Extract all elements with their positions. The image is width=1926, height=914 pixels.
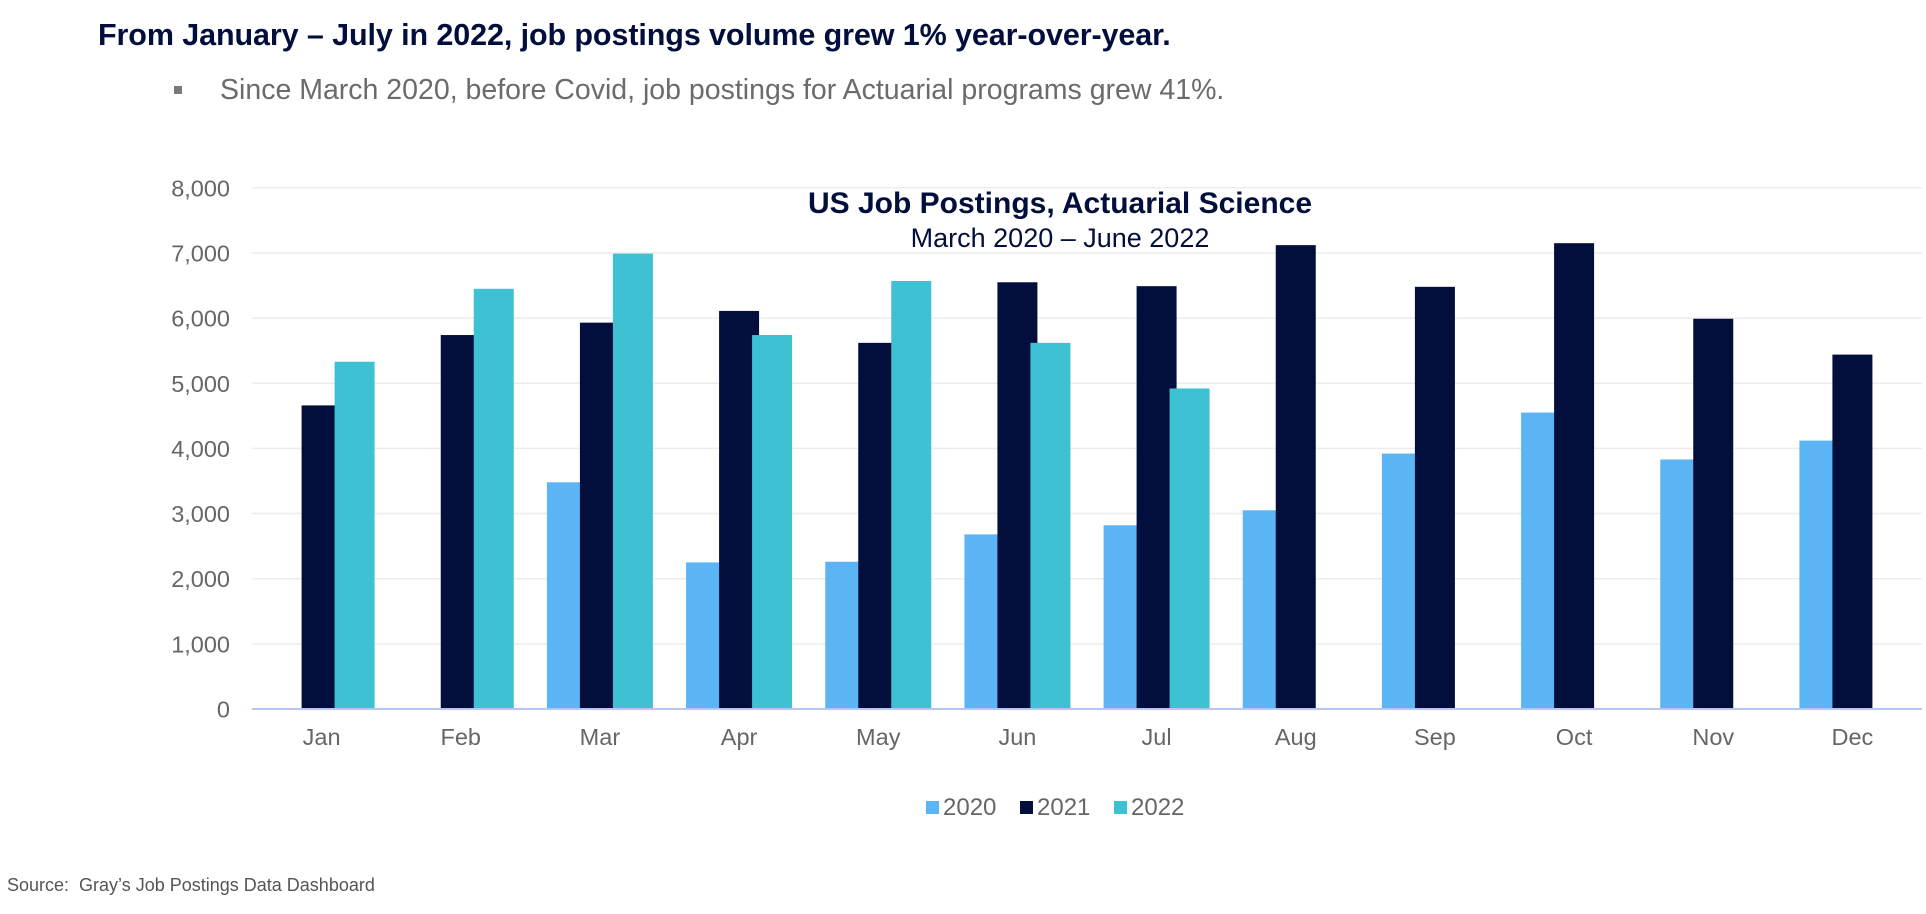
y-tick-label: 4,000 bbox=[171, 436, 230, 462]
legend-item-2021: 2021 bbox=[1020, 794, 1090, 821]
legend: 2020 2021 2022 bbox=[926, 794, 1184, 821]
y-tick-label: 0 bbox=[217, 697, 230, 723]
y-tick-label: 6,000 bbox=[171, 306, 230, 332]
chart-title: US Job Postings, Actuarial Science bbox=[808, 187, 1312, 220]
bullet-point: Since March 2020, before Covid, job post… bbox=[174, 72, 1224, 108]
y-tick-label: 8,000 bbox=[171, 175, 230, 201]
bar-2022-jan bbox=[334, 361, 375, 709]
chart-subtitle: March 2020 – June 2022 bbox=[911, 223, 1210, 253]
bar-2021-oct bbox=[1554, 243, 1595, 710]
legend-swatch bbox=[926, 801, 939, 814]
legend-label: 2021 bbox=[1037, 794, 1090, 821]
legend-item-2022: 2022 bbox=[1114, 794, 1184, 821]
bars bbox=[301, 243, 1873, 710]
y-tick-label: 5,000 bbox=[171, 371, 230, 397]
x-tick-label: Feb bbox=[441, 724, 482, 750]
headline: From January – July in 2022, job posting… bbox=[98, 18, 1171, 52]
y-tick-label: 7,000 bbox=[171, 240, 230, 266]
y-tick-label: 1,000 bbox=[171, 631, 230, 657]
bar-2022-mar bbox=[612, 253, 653, 709]
bar-2022-apr bbox=[752, 335, 793, 709]
y-tick-label: 3,000 bbox=[171, 501, 230, 527]
legend-label: 2022 bbox=[1131, 794, 1184, 821]
x-tick-label: Jan bbox=[303, 724, 341, 750]
bar-2021-aug bbox=[1275, 245, 1316, 709]
legend-swatch bbox=[1114, 801, 1127, 814]
bar-2021-nov bbox=[1693, 318, 1734, 709]
gridlines bbox=[252, 187, 1922, 645]
x-tick-label: Apr bbox=[721, 724, 758, 750]
legend-label: 2020 bbox=[943, 794, 996, 821]
x-tick-label: Jun bbox=[998, 724, 1036, 750]
x-tick-label: Dec bbox=[1832, 724, 1874, 750]
square-bullet-icon bbox=[174, 86, 182, 94]
x-tick-label: May bbox=[856, 724, 901, 750]
x-tick-label: Sep bbox=[1414, 724, 1456, 750]
bar-2021-sep bbox=[1414, 286, 1455, 709]
legend-item-2020: 2020 bbox=[926, 794, 996, 821]
y-axis-ticks: 0 1,000 2,000 3,000 4,000 5,000 6,000 7,000 8,00… bbox=[171, 175, 230, 722]
x-tick-label: Jul bbox=[1142, 724, 1172, 750]
bullet-text: Since March 2020, before Covid, job post… bbox=[220, 73, 1225, 106]
x-tick-label: Mar bbox=[580, 724, 621, 750]
bar-2022-may bbox=[891, 280, 932, 709]
bar-2021-dec bbox=[1832, 354, 1873, 709]
source-note: Source: Gray’s Job Postings Data Dashboa… bbox=[7, 875, 375, 895]
x-axis-ticks: Jan Feb Mar Apr May Jun Jul Aug Sep Oct Nov Dec bbox=[303, 724, 1874, 750]
bar-2022-feb bbox=[473, 288, 514, 709]
bar-2022-jun bbox=[1030, 342, 1071, 709]
bar-2022-jul bbox=[1169, 388, 1210, 709]
x-tick-label: Oct bbox=[1556, 724, 1593, 750]
y-tick-label: 2,000 bbox=[171, 566, 230, 592]
x-tick-label: Aug bbox=[1275, 724, 1317, 750]
x-tick-label: Nov bbox=[1692, 724, 1734, 750]
legend-swatch bbox=[1020, 801, 1033, 814]
